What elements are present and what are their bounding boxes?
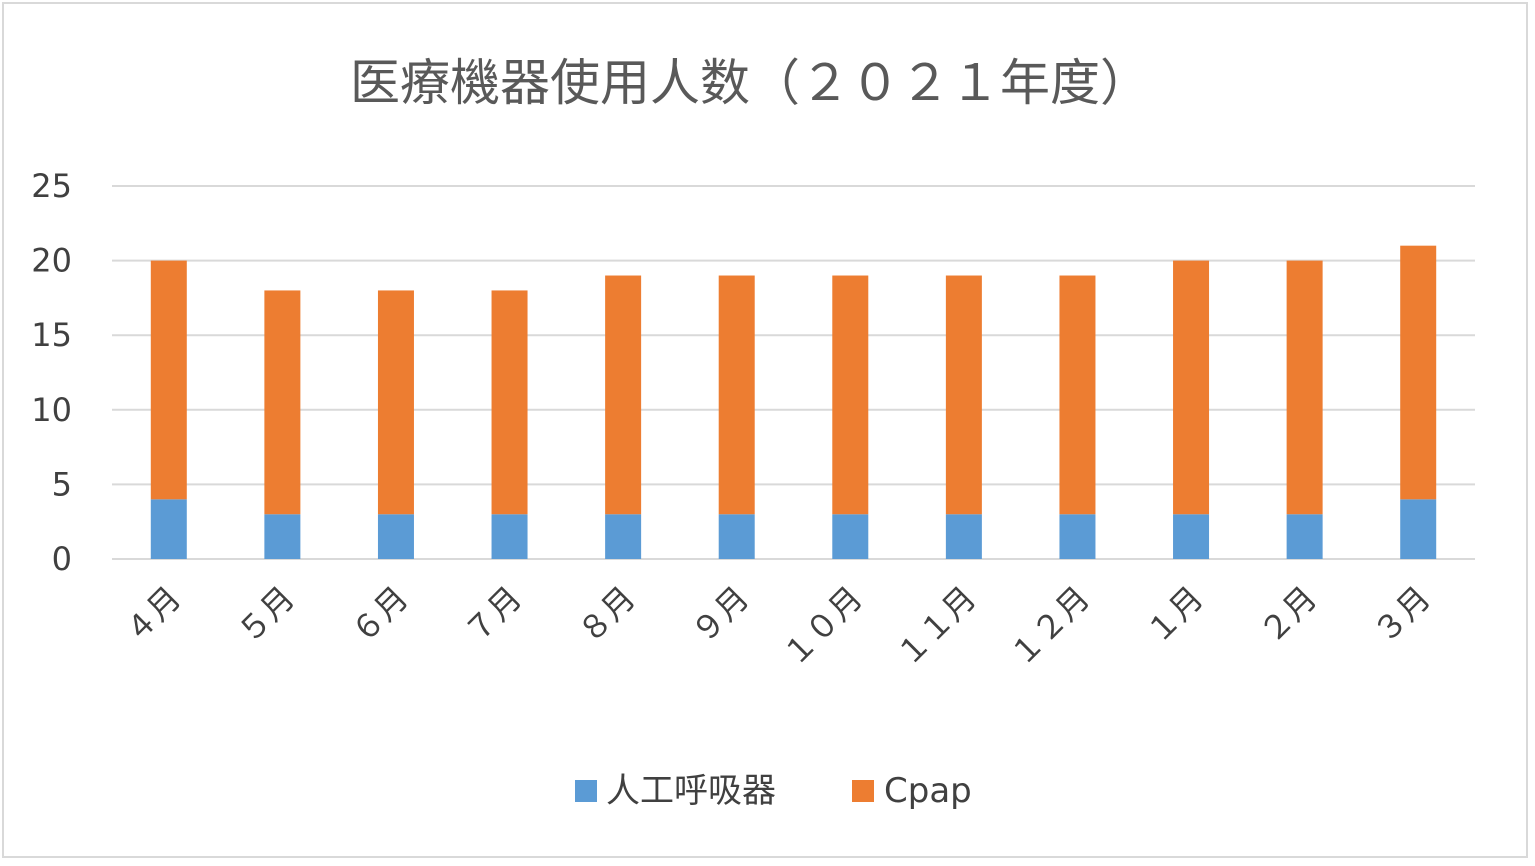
bar-series1 — [1286, 514, 1323, 559]
legend-label: 人工呼吸器 — [606, 771, 776, 811]
bar-series2 — [150, 260, 187, 500]
x-tick-label: ５月 — [230, 579, 302, 651]
bar-series1 — [832, 514, 869, 559]
bar-series2 — [1059, 275, 1096, 515]
y-tick-label: 15 — [31, 316, 72, 354]
bars — [150, 245, 1437, 559]
x-tick-label: ４月 — [116, 579, 188, 651]
bar-series2 — [491, 290, 528, 515]
bar-series1 — [1173, 514, 1210, 559]
x-tick-label: ２月 — [1252, 579, 1324, 651]
chart-title: 医療機器使用人数（２０２１年度） — [350, 54, 1150, 112]
bar-series2 — [945, 275, 982, 515]
legend: 人工呼吸器 Cpap — [575, 771, 972, 811]
bar-series2 — [1286, 260, 1323, 515]
legend-swatch — [575, 780, 597, 802]
bar-series2 — [605, 275, 642, 515]
x-tick-label: ８月 — [571, 579, 643, 651]
y-tick-label: 0 — [52, 540, 72, 578]
y-tick-label: 20 — [31, 242, 72, 280]
x-tick-label: １２月 — [1002, 579, 1097, 674]
x-tick-label: １１月 — [889, 579, 984, 674]
bar-series2 — [1400, 245, 1437, 500]
bar-series1 — [1400, 499, 1437, 559]
bar-series1 — [264, 514, 301, 559]
x-tick-label: ９月 — [684, 579, 756, 651]
bar-series2 — [377, 290, 414, 515]
x-tick-label: １月 — [1139, 579, 1211, 651]
legend-swatch — [852, 780, 874, 802]
bar-series1 — [605, 514, 642, 559]
bar-series1 — [718, 514, 755, 559]
x-tick-label: ７月 — [457, 579, 529, 651]
bar-series2 — [264, 290, 301, 515]
bar-series2 — [1173, 260, 1210, 515]
gridlines — [112, 185, 1475, 560]
bar-series1 — [491, 514, 528, 559]
bar-series1 — [377, 514, 414, 559]
y-tick-label: 5 — [52, 465, 72, 503]
y-axis-ticks: 0 5 10 15 20 25 — [31, 167, 72, 578]
x-tick-label: １０月 — [775, 579, 870, 674]
bar-series1 — [945, 514, 982, 559]
bar-series1 — [150, 499, 187, 559]
y-tick-label: 10 — [31, 391, 72, 429]
bar-series2 — [718, 275, 755, 515]
x-tick-label: ３月 — [1366, 579, 1438, 651]
x-axis-ticks: ４月 ５月 ６月 ７月 ８月 ９月 １０月 １１月 １２月 １月 ２月 ３月 — [116, 579, 1438, 674]
y-tick-label: 25 — [31, 167, 72, 205]
x-tick-label: ６月 — [343, 579, 415, 651]
bar-series1 — [1059, 514, 1096, 559]
bar-series2 — [832, 275, 869, 515]
legend-label: Cpap — [884, 771, 972, 811]
